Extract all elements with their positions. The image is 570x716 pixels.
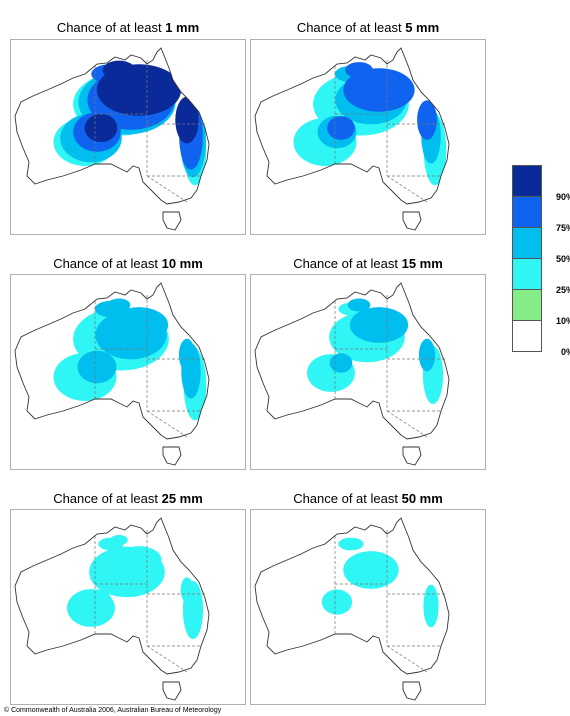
rain-map-10mm [10, 274, 246, 470]
legend-swatch-90 [512, 165, 542, 196]
coastline [14, 517, 210, 675]
rain-probability-area [345, 62, 373, 78]
australia-map [254, 282, 450, 466]
legend-swatch-10 [512, 289, 542, 320]
rain-probability-area [349, 307, 409, 343]
mainland-fill [255, 518, 449, 674]
tasmania [162, 681, 182, 701]
rain-probability-area [102, 60, 136, 80]
rain-probability-area [109, 307, 169, 343]
legend-swatch-75 [512, 196, 542, 227]
probability-shading [293, 62, 447, 186]
probability-shading [53, 298, 207, 421]
rain-map-25mm [10, 509, 246, 705]
coastline [254, 517, 450, 675]
coastline [254, 282, 450, 440]
rain-probability-area [89, 353, 113, 373]
rain-map-50mm [250, 509, 486, 705]
tasmania [402, 681, 422, 701]
legend-swatch-25 [512, 258, 542, 289]
legend-label-50: 50% [555, 254, 570, 264]
legend-label-90: 90% [555, 192, 570, 202]
probability-shading [67, 534, 204, 639]
legend-label-10: 10% [555, 316, 570, 326]
probability-shading [53, 60, 207, 186]
tasmania [162, 446, 182, 466]
state-border [146, 410, 188, 438]
panel-title-10mm: Chance of at least 10 mm [53, 256, 203, 271]
rain-probability-area [175, 96, 199, 144]
state-border [386, 175, 428, 203]
panel-title-5mm: Chance of at least 5 mm [296, 20, 440, 35]
rain-probability-area [178, 338, 196, 372]
tasmania [402, 211, 422, 231]
australia-map [14, 517, 210, 701]
rain-map-15mm [250, 274, 486, 470]
coastline [254, 47, 450, 205]
legend-label-25: 25% [555, 285, 570, 295]
rain-map-5mm [250, 39, 486, 235]
rain-probability-area [347, 298, 371, 312]
rain-probability-area [92, 590, 110, 606]
coastline [14, 47, 210, 205]
probability-shading [321, 537, 439, 628]
panel-title-1mm: Chance of at least 1 mm [56, 20, 200, 35]
state-border [146, 645, 188, 673]
legend-label-75: 75% [555, 223, 570, 233]
legend-swatch-0 [512, 320, 542, 352]
legend-label-0: 0% [560, 347, 570, 357]
rain-probability-area [329, 353, 353, 373]
coastline [14, 282, 210, 440]
rain-probability-area [110, 534, 128, 546]
australia-map [14, 47, 210, 231]
copyright-notice: © Commonwealth of Australia 2006, Austra… [4, 707, 222, 714]
rain-probability-area [107, 298, 131, 312]
rain-probability-area [417, 100, 437, 140]
state-border [146, 175, 188, 203]
rain-probability-area [343, 551, 399, 589]
rain-probability-area [84, 113, 118, 143]
state-border [386, 410, 428, 438]
rain-probability-area [327, 116, 355, 140]
australia-map [14, 282, 210, 466]
rain-probability-area [418, 338, 436, 372]
tasmania [402, 446, 422, 466]
panel-title-50mm: Chance of at least 50 mm [293, 491, 443, 506]
tasmania [162, 211, 182, 231]
rain-map-1mm [10, 39, 246, 235]
rain-probability-area [321, 589, 353, 615]
australia-map [254, 47, 450, 231]
australia-map [254, 517, 450, 701]
panel-title-25mm: Chance of at least 25 mm [53, 491, 203, 506]
rain-probability-area [423, 584, 439, 628]
rain-probability-area [180, 577, 194, 603]
rain-probability-area [338, 537, 364, 551]
rain-probability-area [343, 68, 415, 112]
probability-shading [307, 298, 444, 404]
panel-title-15mm: Chance of at least 15 mm [293, 256, 443, 271]
rain-probability-area [116, 546, 162, 574]
state-border [386, 645, 428, 673]
legend-swatch-50 [512, 227, 542, 258]
